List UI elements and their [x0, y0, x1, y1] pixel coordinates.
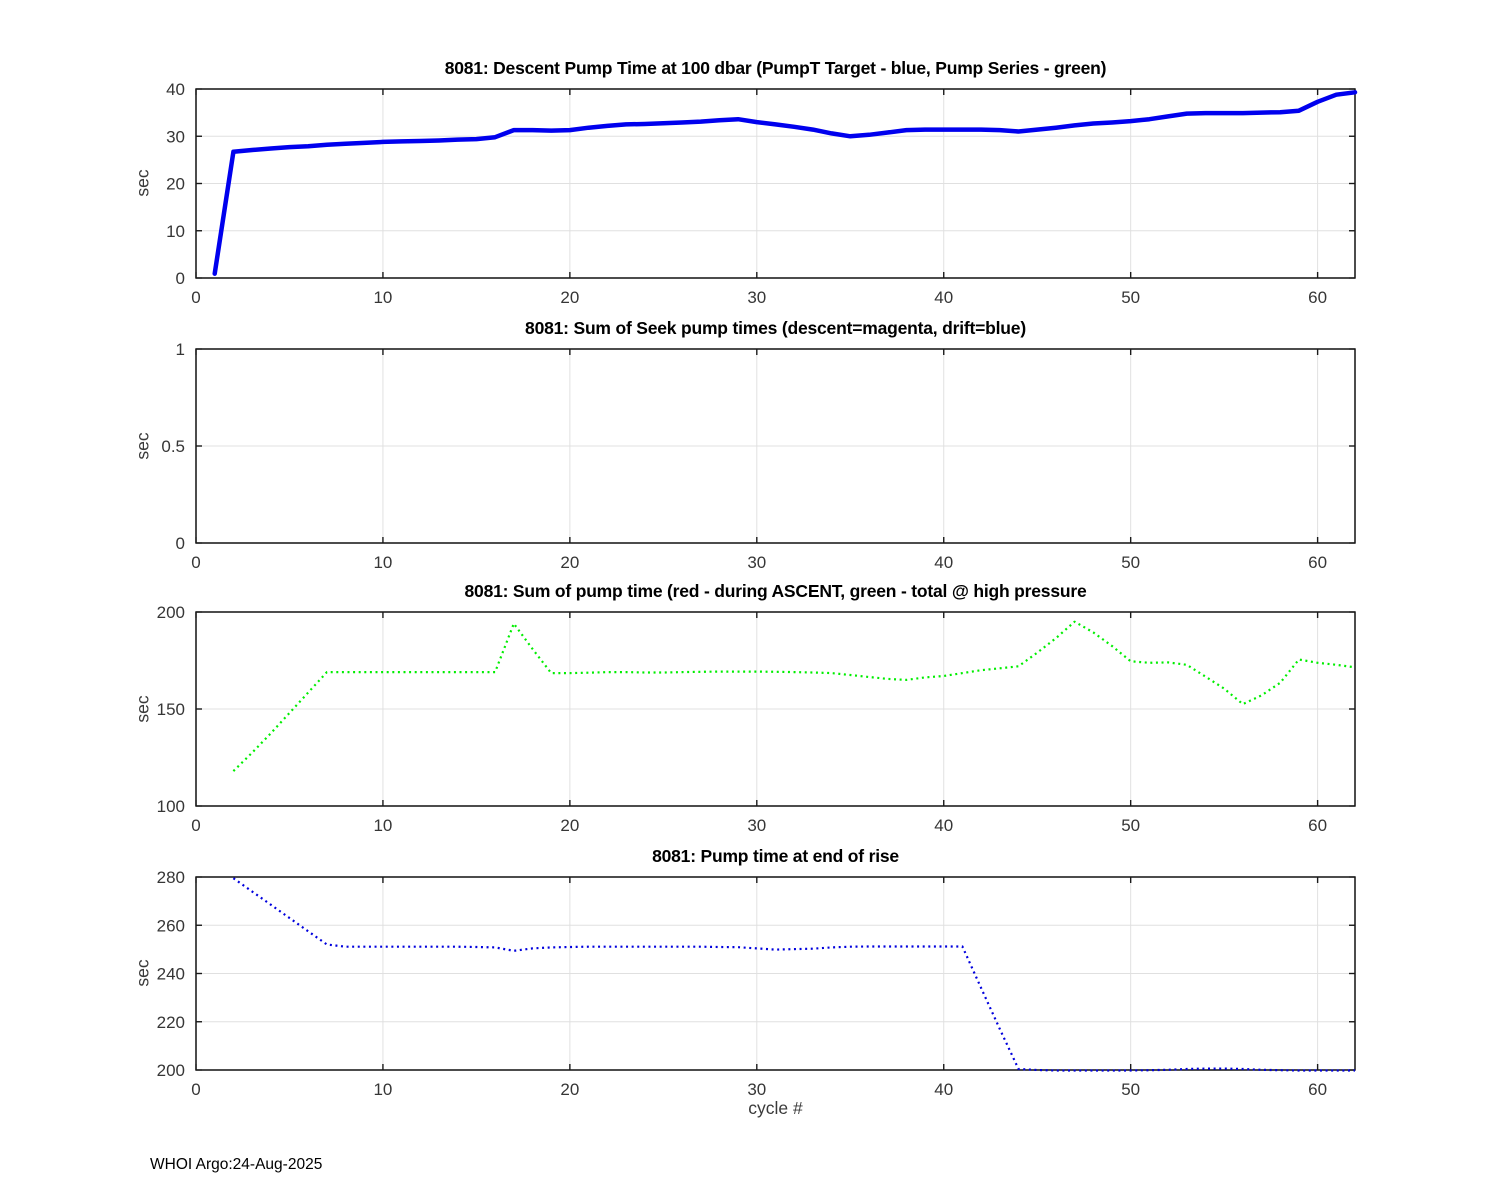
tick-label: 50 [1121, 553, 1140, 572]
tick-label: 200 [157, 1061, 185, 1080]
data-series-line [232, 877, 1355, 1072]
tick-label: 260 [157, 916, 185, 935]
tick-label: 150 [157, 700, 185, 719]
x-axis-label: cycle # [748, 1098, 803, 1118]
tick-label: 40 [934, 553, 953, 572]
tick-label: 40 [166, 83, 185, 99]
tick-label: 0 [176, 534, 185, 553]
tick-label: 30 [747, 288, 766, 307]
tick-label: 50 [1121, 288, 1140, 307]
subplot-3-plot-area: 0 10 20 30 40 50 60 100 150 200 [157, 606, 1356, 835]
tick-label: 220 [157, 1013, 185, 1032]
tick-label: 0 [176, 269, 185, 288]
tick-label: 0 [191, 288, 200, 307]
tick-label: 50 [1121, 816, 1140, 835]
tick-label: 30 [747, 816, 766, 835]
tick-label: 40 [934, 1080, 953, 1099]
tick-label: 0.5 [161, 437, 185, 456]
tick-label: 100 [157, 797, 185, 816]
subplot-3-title: 8081: Sum of pump time (red - during ASC… [464, 581, 1087, 601]
tick-label: 0 [191, 553, 200, 572]
tick-label: 1 [176, 343, 185, 359]
tick-label: 60 [1308, 1080, 1327, 1099]
subplot-1-plot-area: 0 10 20 30 40 50 60 0 10 20 30 40 [166, 83, 1358, 307]
footer-timestamp: WHOI Argo:24-Aug-2025 [150, 1156, 323, 1173]
subplot-4-title: 8081: Pump time at end of rise [652, 846, 899, 866]
tick-label: 40 [934, 816, 953, 835]
subplot-2-title: 8081: Sum of Seek pump times (descent=ma… [525, 318, 1026, 338]
tick-label: 10 [373, 816, 392, 835]
subplot-4-plot-area: 0 10 20 30 40 50 60 200 220 240 260 280 [157, 871, 1356, 1099]
data-series-line [212, 90, 1358, 276]
tick-label: 60 [1308, 288, 1327, 307]
tick-label: 30 [166, 127, 185, 146]
tick-label: 50 [1121, 1080, 1140, 1099]
tick-label: 0 [191, 1080, 200, 1099]
tick-label: 20 [560, 816, 579, 835]
subplot-1-title: 8081: Descent Pump Time at 100 dbar (Pum… [444, 58, 1107, 78]
tick-label: 40 [934, 288, 953, 307]
tick-label: 20 [560, 553, 579, 572]
tick-label: 30 [747, 553, 766, 572]
tick-label: 240 [157, 965, 185, 984]
tick-label: 60 [1308, 816, 1327, 835]
tick-label: 10 [373, 288, 392, 307]
tick-label: 20 [560, 288, 579, 307]
tick-label: 60 [1308, 553, 1327, 572]
tick-label: 20 [166, 175, 185, 194]
data-series-line [232, 620, 1356, 772]
tick-label: 10 [373, 553, 392, 572]
subplot-2-plot-area: 0 10 20 30 40 50 60 0 0.5 1 [161, 343, 1356, 572]
tick-label: 20 [560, 1080, 579, 1099]
tick-label: 10 [373, 1080, 392, 1099]
tick-label: 30 [747, 1080, 766, 1099]
tick-label: 10 [166, 222, 185, 241]
tick-label: 280 [157, 871, 185, 887]
tick-label: 0 [191, 816, 200, 835]
tick-label: 200 [157, 606, 185, 622]
